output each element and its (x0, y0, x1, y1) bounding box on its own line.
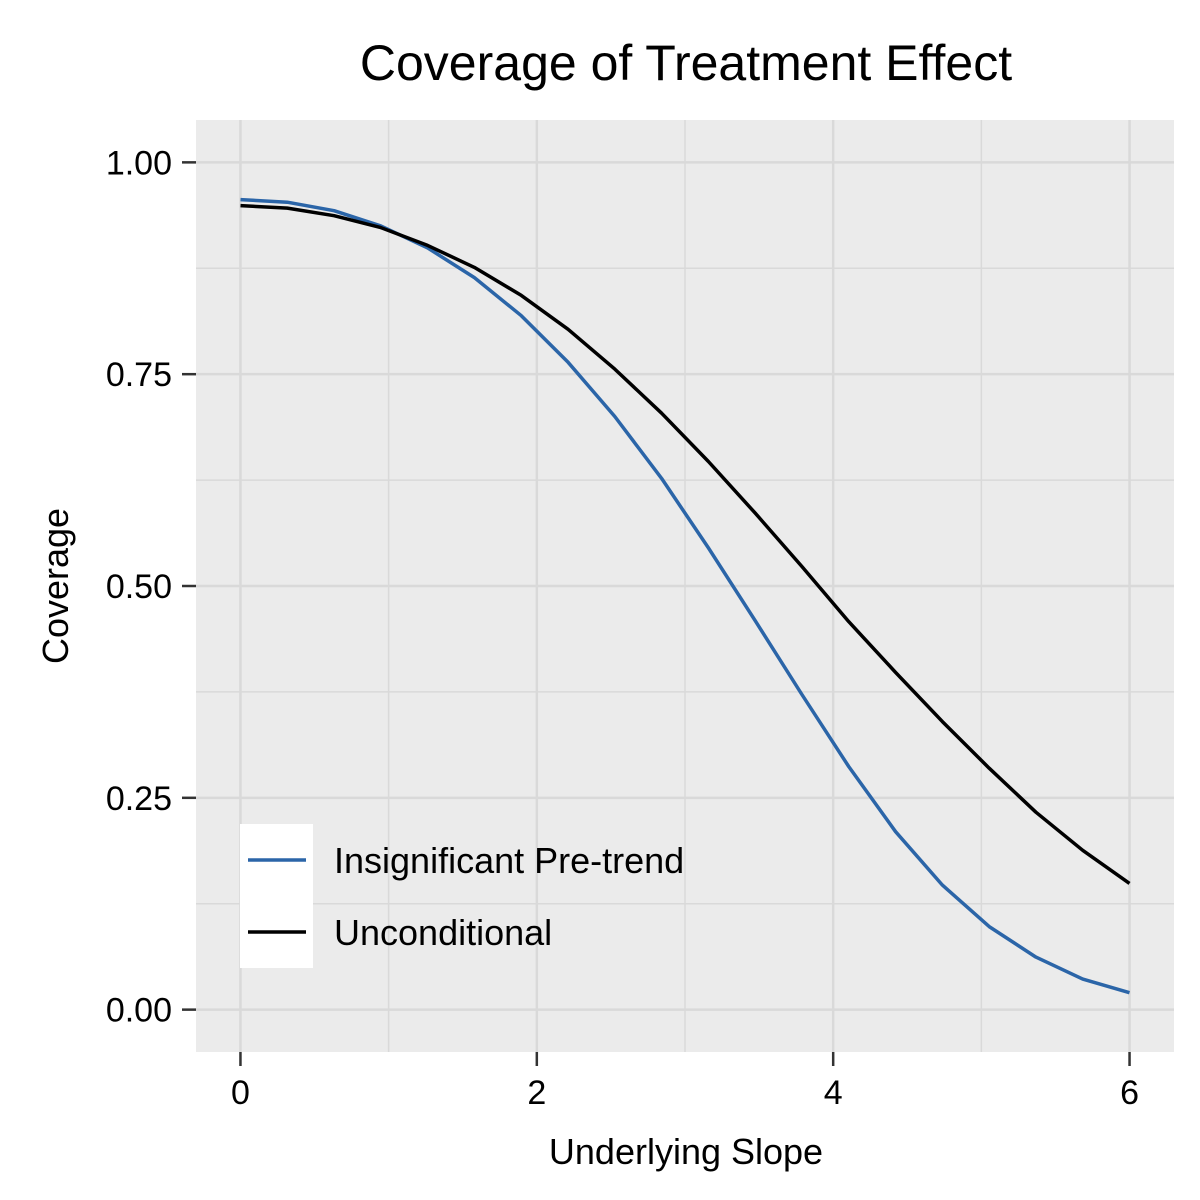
legend: Insignificant Pre-trend Unconditional (240, 824, 684, 968)
x-tick-label: 6 (1120, 1074, 1139, 1112)
legend-label: Insignificant Pre-trend (334, 840, 684, 881)
axes: 0.00 0.25 0.50 0.75 1.00 0 2 4 6 (106, 144, 1139, 1112)
grid-lines (196, 120, 1174, 1052)
legend-item-unconditional: Unconditional (248, 912, 552, 953)
legend-item-insignificant-pre-trend: Insignificant Pre-trend (248, 840, 684, 881)
chart-title: Coverage of Treatment Effect (360, 35, 1012, 91)
y-axis-title: Coverage (35, 508, 76, 664)
legend-background (240, 824, 313, 968)
x-axis-title: Underlying Slope (549, 1131, 823, 1172)
y-tick-label: 1.00 (106, 144, 172, 182)
legend-label: Unconditional (334, 912, 552, 953)
y-tick-label: 0.75 (106, 356, 172, 394)
x-tick-label: 2 (527, 1074, 546, 1112)
x-tick-label: 4 (824, 1074, 843, 1112)
x-tick-label: 0 (231, 1074, 250, 1112)
series-line-unconditional (240, 203, 1131, 885)
data-series (240, 197, 1131, 995)
y-tick-label: 0.50 (106, 568, 172, 606)
y-tick-label: 0.25 (106, 780, 172, 818)
y-tick-label: 0.00 (106, 992, 172, 1030)
